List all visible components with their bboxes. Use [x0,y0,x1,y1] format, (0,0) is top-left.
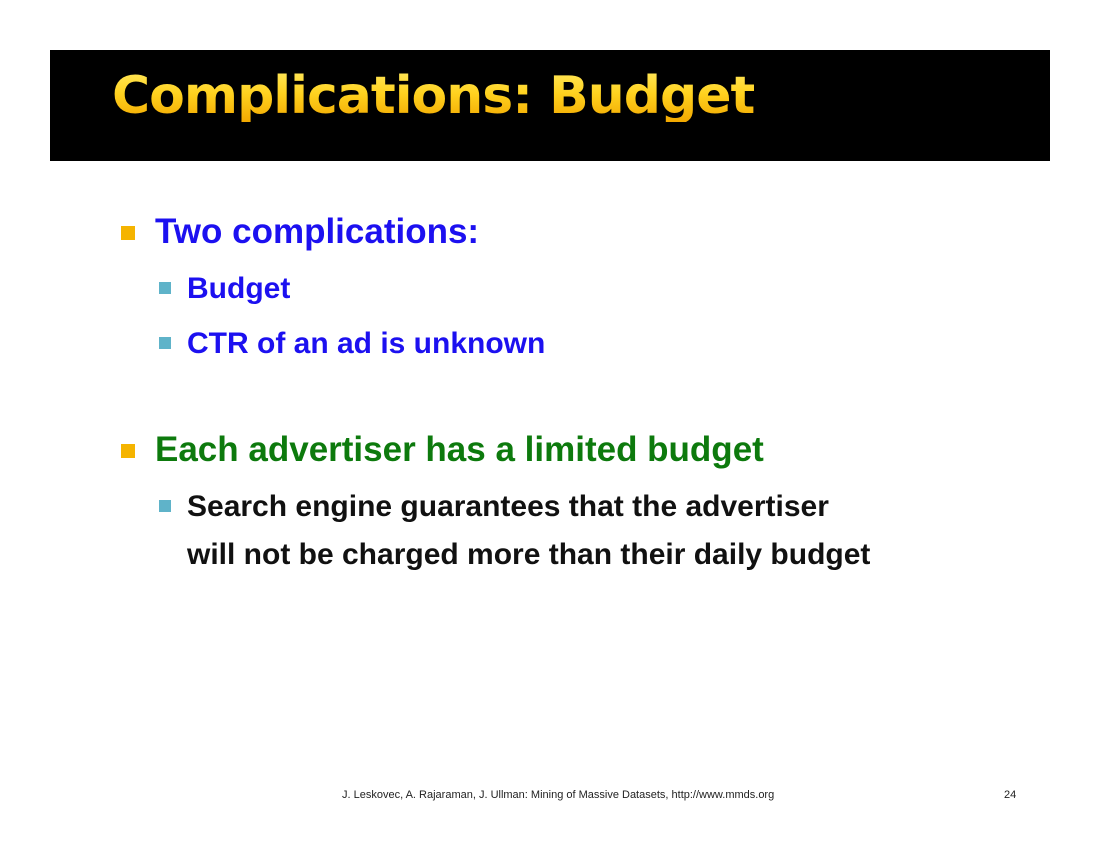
bullet-limited-budget: Each advertiser has a limited budget [121,430,764,470]
sub-bullet-continuation: will not be charged more than their dail… [187,536,870,574]
bullet-text: Two complications: [155,212,480,251]
sub-bullet-search-engine-guarantee: Search engine guarantees that the advert… [159,488,829,526]
sub-bullet-text: will not be charged more than their dail… [187,538,871,571]
square-bullet-icon [121,444,135,458]
square-bullet-icon [121,226,135,240]
footer-citation: J. Leskovec, A. Rajaraman, J. Ullman: Mi… [342,789,775,801]
sub-bullet-budget: Budget [159,270,291,308]
page-number: 24 [1004,789,1017,801]
sub-bullet-text: CTR of an ad is unknown [187,327,546,360]
title-bar: Complications: Budget [50,50,1050,161]
square-bullet-icon [159,500,171,512]
bullet-two-complications: Two complications: [121,212,480,252]
sub-bullet-text: Search engine guarantees that the advert… [187,490,829,523]
square-bullet-icon [159,337,171,349]
bullet-text: Each advertiser has a limited budget [155,430,764,469]
sub-bullet-text: Budget [187,272,291,305]
square-bullet-icon [159,282,171,294]
sub-bullet-ctr-unknown: CTR of an ad is unknown [159,325,546,363]
slide-title: Complications: Budget [112,66,755,126]
